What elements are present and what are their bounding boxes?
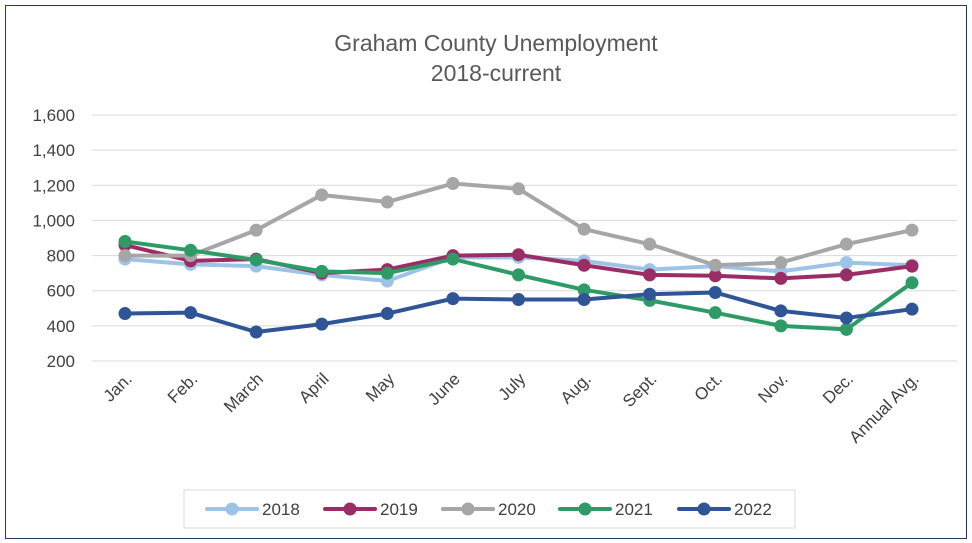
legend-label-2022: 2022 [734,500,772,519]
point-2022-0 [118,307,132,321]
y-tick-label-1400: 1,400 [32,141,75,160]
point-2020-8 [643,237,657,251]
point-2020-3 [315,188,329,202]
point-2022-1 [184,306,198,320]
point-2022-5 [446,292,460,306]
x-tick-label-11: Dec. [819,369,857,407]
point-2020-7 [577,222,591,236]
x-tick-label-3: April [295,369,332,406]
y-tick-label-200: 200 [47,352,75,371]
point-2021-3 [315,264,329,278]
point-2020-9 [708,258,722,272]
x-tick-label-8: Sept. [619,369,661,411]
point-2021-6 [512,268,525,282]
point-2021-12 [905,276,919,290]
chart-subtitle: 2018-current [430,60,562,86]
point-2022-3 [315,317,329,331]
legend-label-2019: 2019 [380,500,418,519]
y-tick-label-1200: 1,200 [32,176,75,195]
legend-marker-2020 [461,502,475,516]
point-2022-9 [708,285,722,299]
y-tick-label-600: 600 [47,282,75,301]
point-2021-2 [249,253,263,267]
point-2019-12 [905,259,919,273]
point-2020-2 [249,223,263,237]
point-2020-10 [774,256,788,270]
legend-label-2018: 2018 [262,500,300,519]
point-2019-8 [643,268,657,282]
y-tick-label-400: 400 [47,317,75,336]
legend-label-2020: 2020 [498,500,536,519]
x-tick-label-10: Nov. [754,369,791,406]
point-2021-7 [577,283,591,297]
y-tick-label-800: 800 [47,247,75,266]
point-2022-2 [249,325,263,339]
chart-title-block: Graham County Unemployment 2018-current [6,28,972,88]
y-tick-label-1600: 1,600 [32,106,75,125]
x-tick-label-1: Feb. [164,369,201,406]
x-tick-label-4: May [362,369,398,405]
point-2021-4 [380,266,394,280]
x-tick-label-12: Annual Avg. [845,369,922,446]
point-2020-11 [839,237,853,251]
legend-marker-2021 [578,502,592,516]
y-tick-label-1000: 1,000 [32,211,75,230]
point-2022-8 [643,287,657,301]
legend-marker-2019 [343,502,357,516]
point-2021-1 [184,243,198,257]
point-2019-7 [577,258,591,272]
point-2022-12 [905,302,919,316]
point-2021-5 [446,252,460,266]
x-tick-label-9: Oct. [691,369,726,404]
point-2022-6 [512,293,525,306]
point-2019-10 [774,271,788,285]
point-2021-10 [774,319,788,333]
x-tick-label-5: June [424,369,464,409]
point-2022-4 [380,307,394,321]
point-2021-9 [708,306,722,320]
point-2020-4 [380,195,394,209]
point-2019-6 [512,248,525,262]
x-tick-label-7: Aug. [557,369,595,407]
point-2020-12 [905,223,919,237]
point-2021-0 [118,235,132,249]
point-2019-9 [708,269,722,283]
point-2018-11 [839,256,853,270]
x-tick-label-6: July [495,369,530,404]
point-2022-7 [577,293,591,306]
legend-marker-2018 [225,502,239,516]
point-2022-10 [774,304,788,318]
point-2022-11 [839,311,853,325]
point-2020-0 [118,249,132,263]
point-2020-6 [512,182,525,196]
legend-label-2021: 2021 [615,500,653,519]
x-tick-label-2: March [220,369,267,416]
x-tick-label-0: Jan. [100,369,136,405]
point-2021-11 [839,322,853,336]
point-2020-5 [446,177,460,191]
chart-frame: Graham County Unemployment 2018-current [5,5,967,539]
chart-title: Graham County Unemployment [334,30,658,56]
point-2019-11 [839,268,853,282]
legend-marker-2022 [697,502,711,516]
